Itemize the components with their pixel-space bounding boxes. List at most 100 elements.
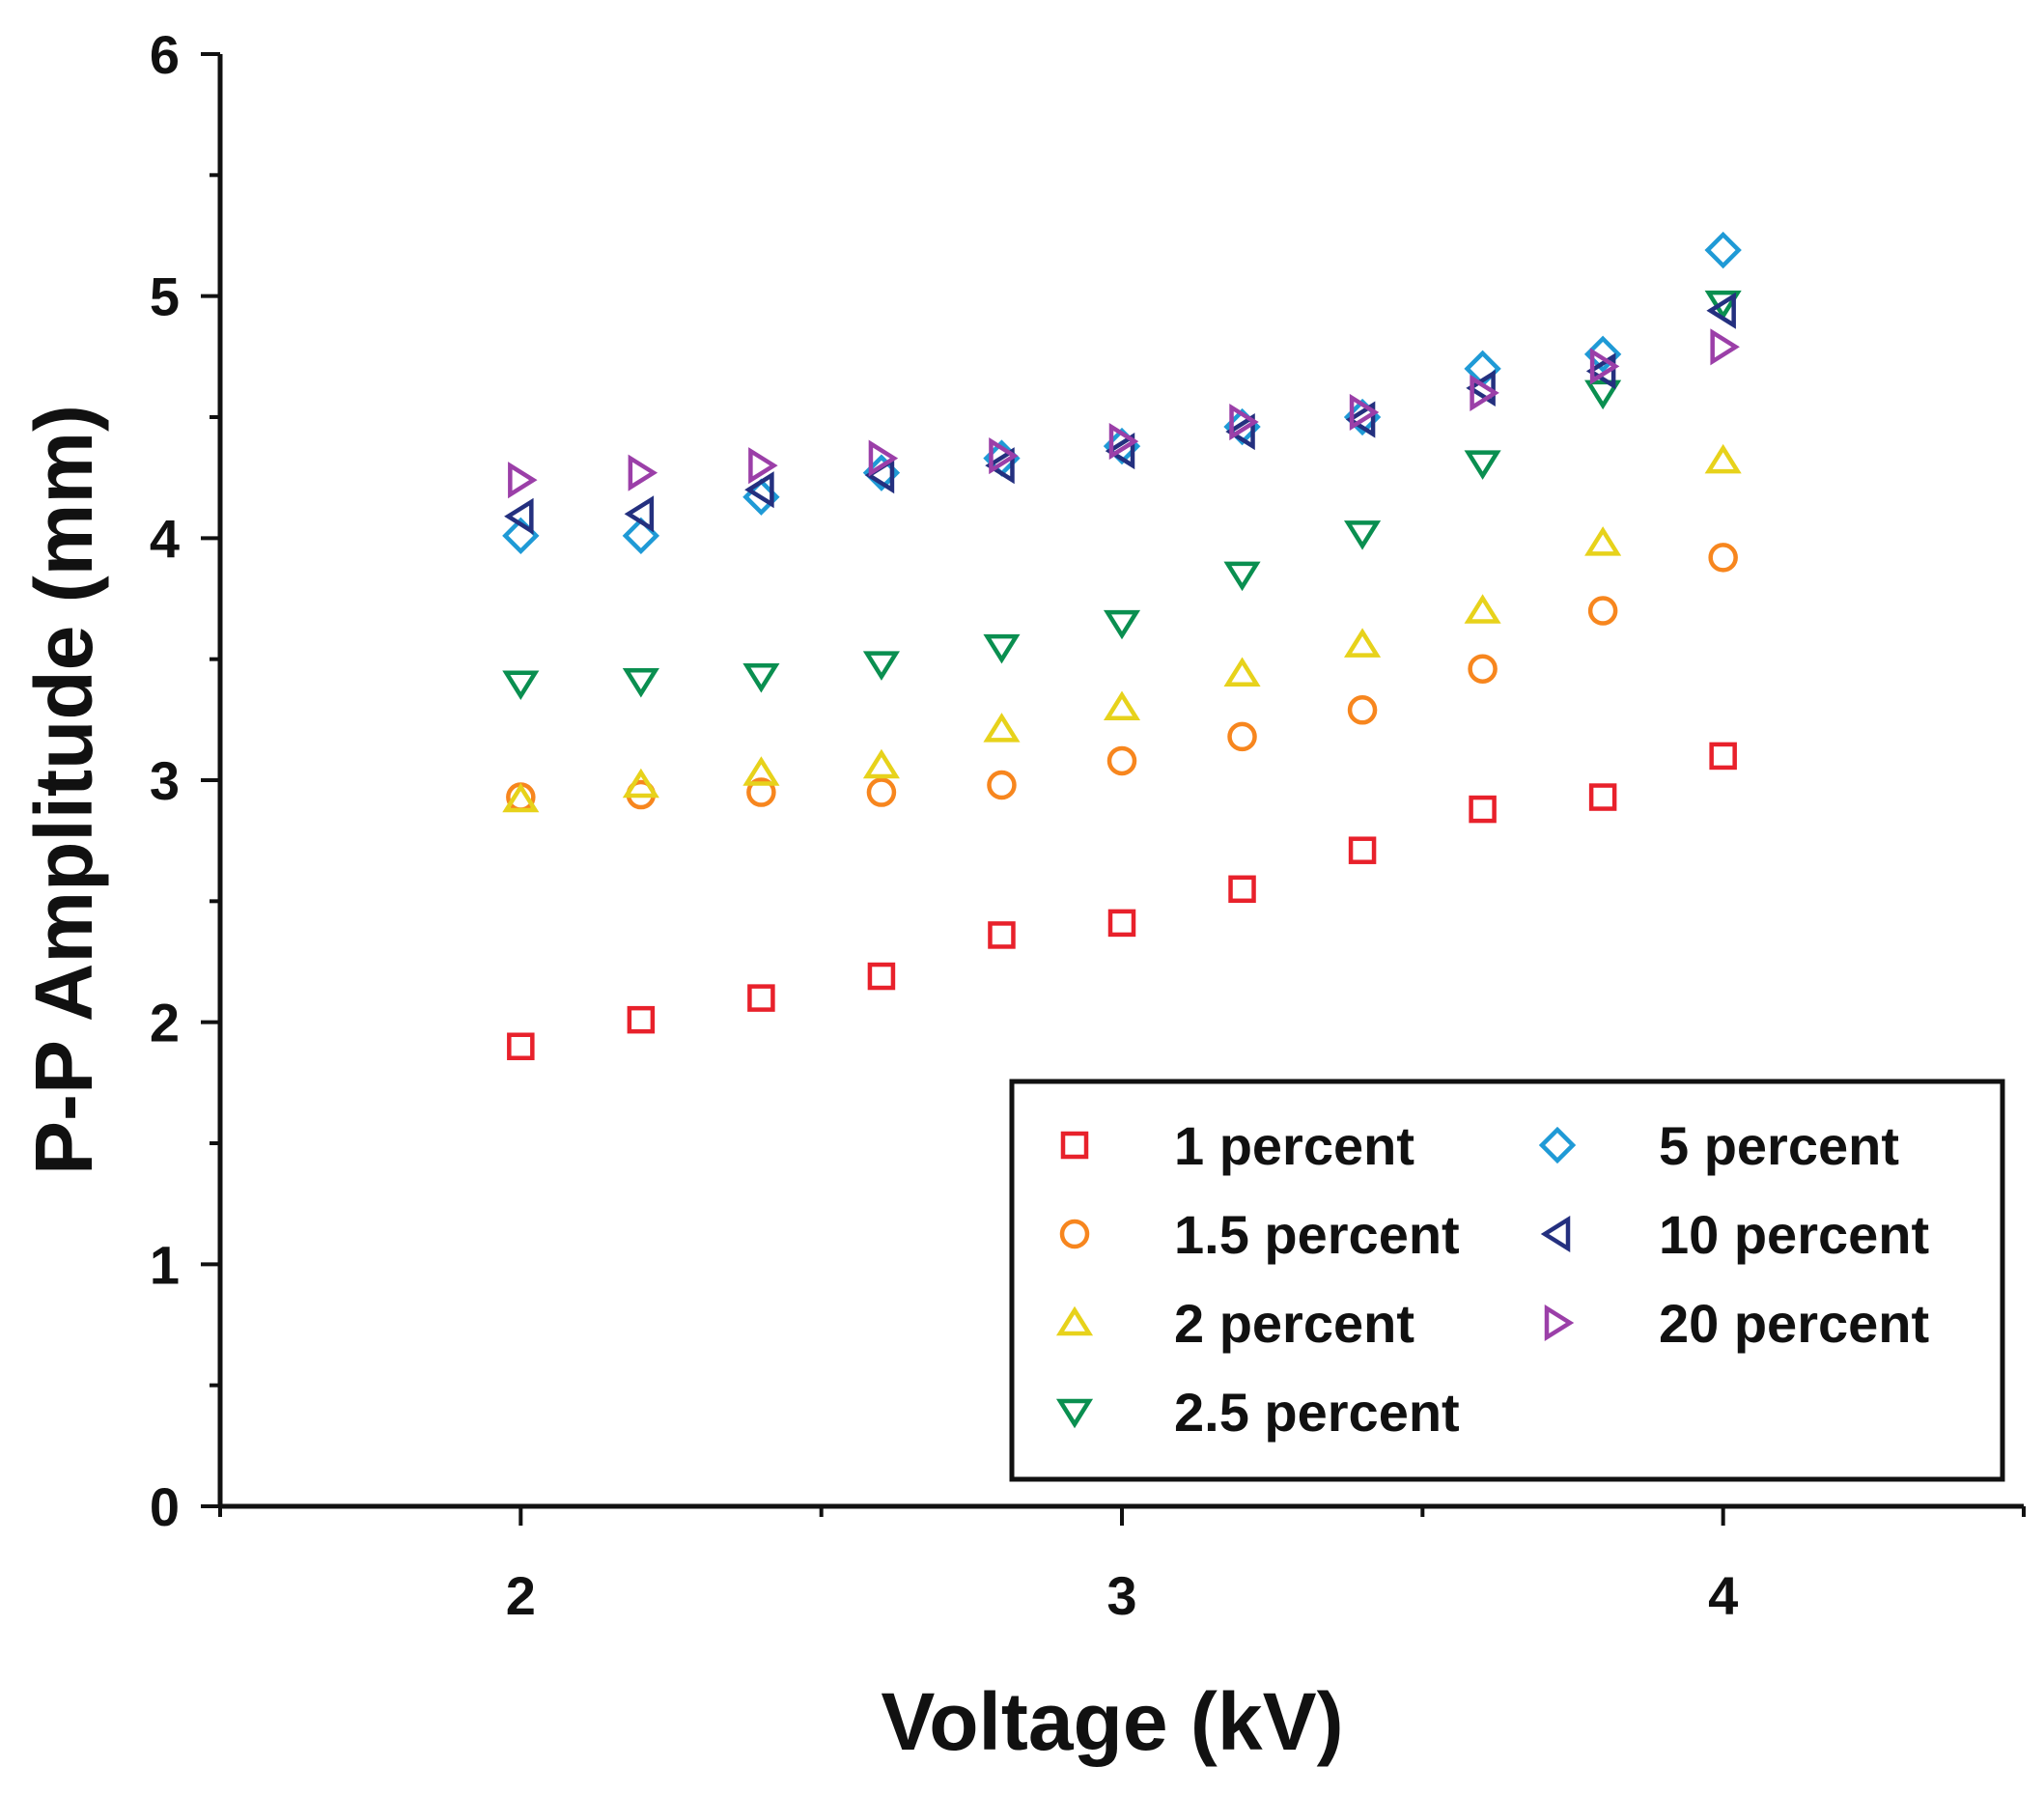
data-point bbox=[1228, 875, 1256, 904]
data-point bbox=[1225, 412, 1255, 451]
y-axis-title: P-P Amplitude (mm) bbox=[18, 405, 109, 1175]
data-point bbox=[628, 454, 658, 491]
legend-label: 10 percent bbox=[1659, 1204, 1929, 1265]
data-point bbox=[1223, 561, 1261, 592]
data-point bbox=[622, 768, 659, 799]
legend-label: 2 percent bbox=[1174, 1293, 1414, 1354]
legend-marker bbox=[1055, 1398, 1094, 1429]
data-point bbox=[1227, 721, 1257, 752]
legend-label: 1.5 percent bbox=[1174, 1204, 1460, 1265]
data-point bbox=[1105, 433, 1135, 470]
series-20-percent bbox=[508, 328, 1740, 499]
data-point bbox=[1588, 783, 1617, 811]
data-point bbox=[502, 782, 540, 813]
data-point bbox=[1103, 609, 1141, 640]
data-point bbox=[989, 437, 1019, 475]
series-1-percent bbox=[507, 742, 1737, 1060]
data-point bbox=[1347, 695, 1378, 725]
data-point bbox=[624, 495, 655, 533]
series-1-5-percent bbox=[506, 543, 1738, 812]
data-point bbox=[1468, 654, 1498, 684]
data-point bbox=[1583, 335, 1622, 374]
data-point bbox=[1106, 745, 1137, 776]
data-point bbox=[744, 471, 774, 509]
legend: 1 percent 1.5 percent 2 percent 2.5 percent… bbox=[1009, 1079, 2005, 1482]
data-point bbox=[1345, 401, 1376, 438]
data-point bbox=[1584, 526, 1622, 556]
data-point bbox=[627, 1005, 656, 1034]
data-point bbox=[867, 962, 896, 991]
data-point bbox=[1706, 292, 1736, 329]
legend-marker bbox=[1544, 1304, 1575, 1342]
legend-marker bbox=[1055, 1305, 1094, 1336]
data-point bbox=[1704, 290, 1742, 321]
legend-label: 20 percent bbox=[1659, 1293, 1929, 1354]
data-markers bbox=[502, 231, 1742, 1060]
data-point bbox=[1704, 443, 1742, 474]
x-tick-label: 3 bbox=[1106, 1565, 1136, 1626]
data-point bbox=[1348, 836, 1377, 864]
data-point bbox=[983, 633, 1021, 664]
data-point bbox=[1108, 423, 1139, 461]
data-point bbox=[502, 670, 540, 700]
data-point bbox=[1464, 450, 1501, 480]
legend-label: 5 percent bbox=[1659, 1115, 1899, 1176]
data-point bbox=[866, 777, 897, 807]
series-10-percent bbox=[504, 292, 1736, 535]
x-tick-label: 2 bbox=[506, 1565, 536, 1626]
legend-marker bbox=[1060, 1131, 1089, 1160]
data-point bbox=[1229, 403, 1259, 441]
series-2-5-percent bbox=[502, 290, 1742, 700]
legend-marker bbox=[1059, 1219, 1090, 1249]
data-point bbox=[622, 667, 659, 698]
data-point bbox=[746, 777, 776, 807]
data-point bbox=[868, 439, 899, 477]
data-point bbox=[504, 497, 534, 535]
data-point bbox=[1223, 657, 1261, 687]
data-point bbox=[1466, 369, 1496, 407]
ticks: 0 1 2 3 4 5 6 2 3 4 bbox=[150, 24, 2026, 1626]
y-tick-label: 4 bbox=[150, 508, 180, 569]
legend-label: 2.5 percent bbox=[1174, 1382, 1460, 1443]
data-point bbox=[1107, 909, 1136, 938]
data-point bbox=[862, 748, 900, 779]
series-5-percent bbox=[502, 231, 1742, 555]
y-tick-label: 6 bbox=[150, 24, 180, 85]
data-point bbox=[1710, 328, 1740, 366]
data-point bbox=[1349, 393, 1380, 432]
data-point bbox=[1469, 795, 1497, 824]
data-point bbox=[983, 713, 1021, 743]
data-point bbox=[1587, 596, 1618, 626]
y-tick-label: 1 bbox=[150, 1234, 180, 1295]
data-point bbox=[1589, 348, 1620, 385]
legend-label: 1 percent bbox=[1174, 1115, 1414, 1176]
data-point bbox=[862, 651, 900, 681]
data-point bbox=[1585, 352, 1616, 390]
data-point bbox=[508, 462, 538, 499]
data-point bbox=[747, 984, 775, 1012]
data-point bbox=[985, 447, 1015, 485]
data-point bbox=[742, 756, 780, 786]
data-point bbox=[1344, 520, 1382, 550]
y-tick-label: 3 bbox=[150, 750, 180, 811]
data-point bbox=[748, 447, 778, 485]
x-tick-label: 4 bbox=[1708, 1565, 1738, 1626]
series-2-percent bbox=[502, 443, 1742, 813]
data-point bbox=[1708, 543, 1738, 573]
y-tick-label: 5 bbox=[150, 266, 180, 327]
y-tick-label: 0 bbox=[150, 1476, 180, 1537]
data-point bbox=[1584, 379, 1622, 410]
data-point bbox=[1470, 374, 1499, 411]
x-axis-title: Voltage (kV) bbox=[881, 1676, 1343, 1767]
data-point bbox=[1344, 628, 1382, 658]
data-point bbox=[987, 770, 1017, 800]
legend-marker bbox=[1540, 1215, 1571, 1253]
data-point bbox=[1704, 231, 1742, 269]
data-point bbox=[507, 1032, 535, 1060]
data-point bbox=[1464, 594, 1501, 624]
data-point bbox=[742, 662, 780, 693]
legend-marker bbox=[1538, 1126, 1577, 1164]
legend-box bbox=[1009, 1079, 2005, 1482]
data-point bbox=[1709, 742, 1737, 771]
